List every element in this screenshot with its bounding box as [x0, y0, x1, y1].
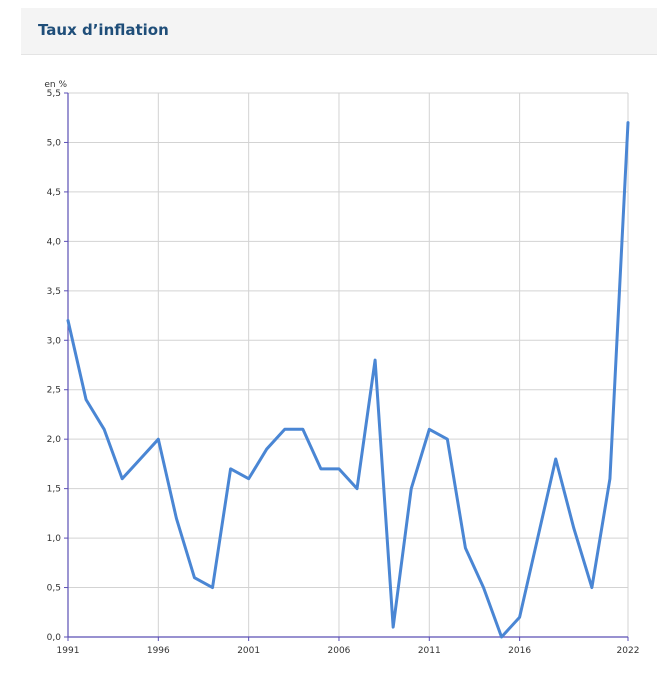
y-tick-label: 3,0 — [47, 336, 62, 346]
x-tick-label: 2022 — [617, 646, 640, 656]
y-tick-label: 0,5 — [47, 584, 61, 594]
y-tick-label: 4,0 — [47, 237, 62, 247]
chart-container: 0,0 0,5 1,0 1,5 2,0 2,5 3,0 3,5 4,0 4,5 5,0 5,5 1991… — [21, 55, 657, 683]
y-tick-label: 5,0 — [47, 138, 62, 148]
y-tick-label: 1,5 — [47, 485, 61, 495]
y-tick-label: 3,5 — [47, 287, 61, 297]
x-tick-label: 2006 — [328, 646, 351, 656]
inflation-panel: Taux d’inflation 0,0 0,5 1,0 1,5 2,0 2,5 3,0 3,… — [21, 8, 657, 683]
x-tick-label: 1991 — [57, 646, 80, 656]
y-tick-label: 4,5 — [47, 188, 61, 198]
y-unit-label: en % — [44, 80, 67, 90]
panel-header: Taux d’inflation — [21, 8, 657, 55]
x-tick-label: 2011 — [418, 646, 441, 656]
inflation-line-chart: 0,0 0,5 1,0 1,5 2,0 2,5 3,0 3,5 4,0 4,5 5,0 5,5 1991… — [44, 80, 640, 656]
y-tick-label: 2,0 — [47, 435, 62, 445]
y-tick-label: 1,0 — [47, 534, 62, 544]
x-tick-label: 2016 — [508, 646, 531, 656]
y-tick-label: 2,5 — [47, 386, 61, 396]
series-line — [66, 121, 630, 639]
y-tick-label: 5,5 — [47, 89, 61, 99]
x-tick-label: 1996 — [147, 646, 170, 656]
y-tick-label: 0,0 — [47, 633, 62, 643]
x-tick-label: 2001 — [237, 646, 260, 656]
panel-title: Taux d’inflation — [38, 21, 169, 39]
